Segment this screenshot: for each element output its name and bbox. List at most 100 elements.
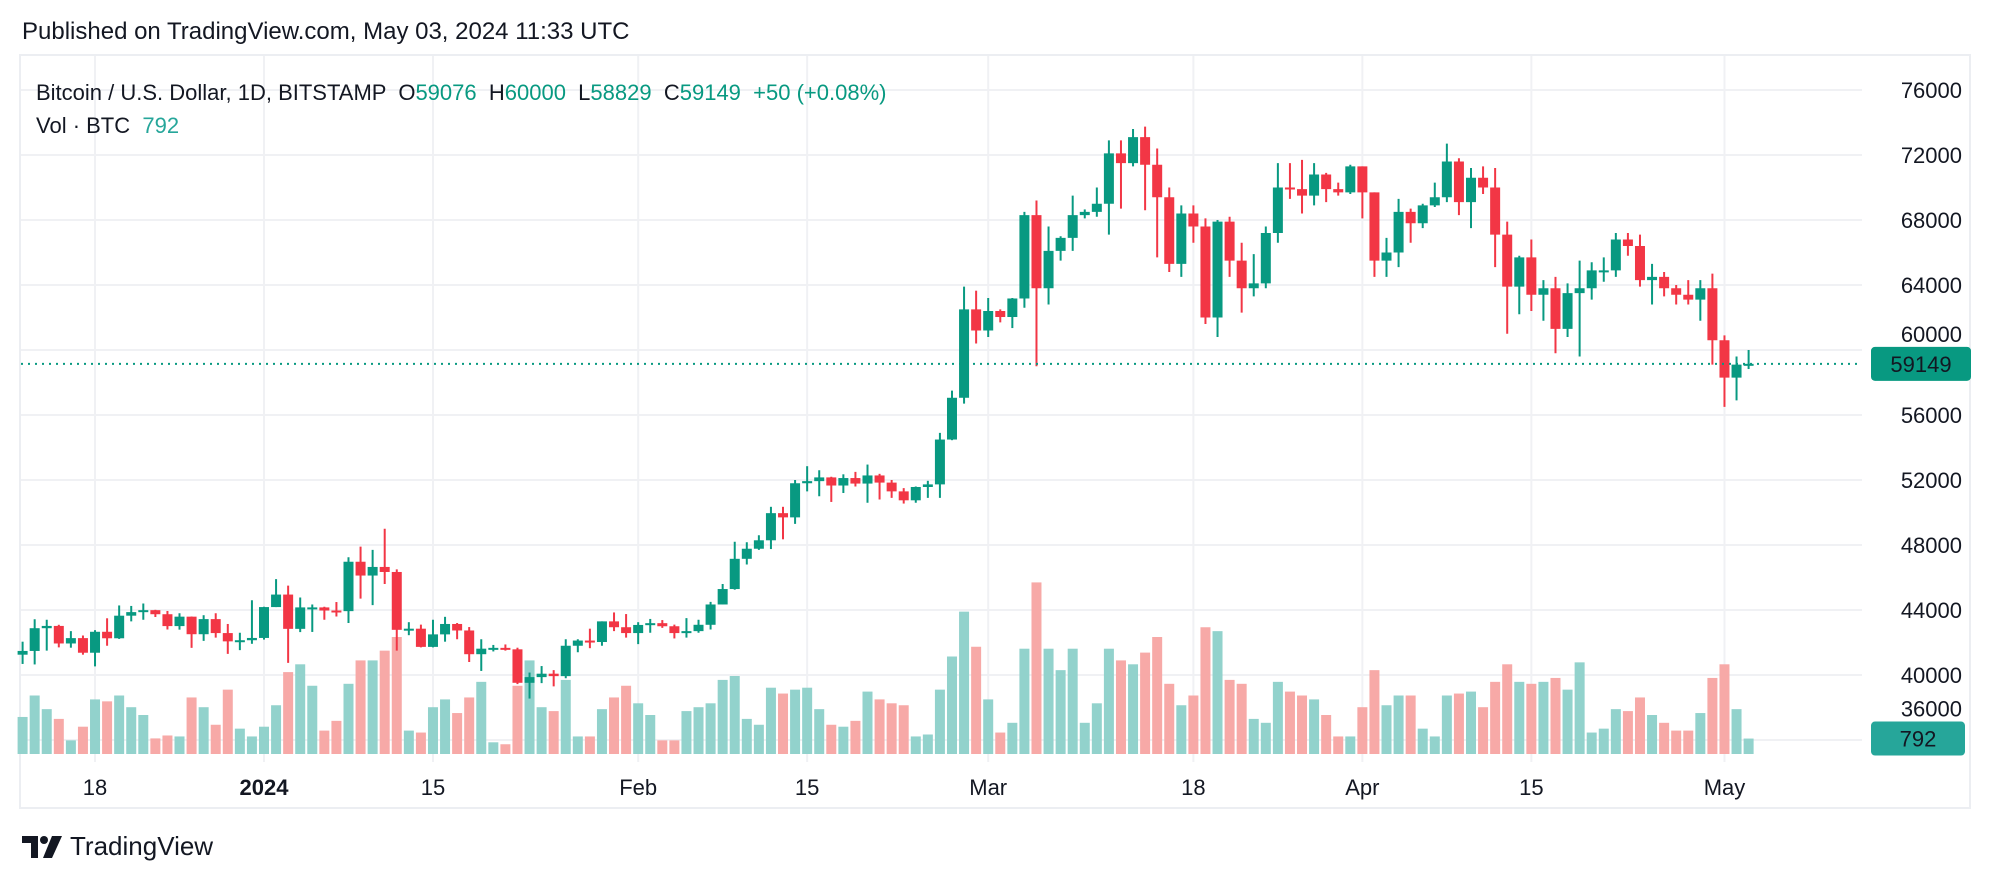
candle-body — [1079, 211, 1090, 216]
candle-body — [1176, 213, 1187, 264]
candle-body — [1140, 137, 1151, 165]
candle-body — [1043, 250, 1054, 289]
time-tick-label: 18 — [1181, 775, 1205, 800]
candle-body — [234, 640, 245, 643]
volume-bar — [464, 697, 475, 754]
time-tick-label: Apr — [1345, 775, 1379, 800]
volume-bar — [1369, 670, 1380, 754]
candle-body — [1478, 177, 1489, 188]
candle-body — [319, 607, 330, 611]
volume-bar — [959, 611, 970, 754]
volume-bar — [1055, 670, 1066, 754]
volume-bar — [790, 689, 801, 754]
candle-body — [343, 561, 354, 612]
last-price-badge — [1871, 346, 1971, 381]
volume-bar — [995, 732, 1006, 754]
volume-bar — [524, 660, 535, 754]
tradingview-logo-icon — [22, 835, 62, 858]
candle-body — [1103, 153, 1114, 204]
close-label: C — [663, 80, 680, 105]
volume-bar — [693, 707, 704, 754]
candle-body — [114, 615, 125, 639]
candle-body — [1731, 364, 1742, 378]
candle-body — [1309, 174, 1320, 196]
candle-body — [584, 640, 595, 643]
candle-body — [1224, 221, 1235, 261]
volume-bar — [295, 664, 306, 754]
candle-body — [645, 623, 656, 626]
volume-title[interactable]: Vol · BTC — [36, 113, 131, 138]
candle-body — [210, 619, 221, 634]
candle-body — [1647, 276, 1658, 281]
candle-body — [1164, 197, 1175, 264]
candle-body — [778, 513, 789, 518]
volume-bar — [174, 736, 185, 754]
candle-body — [1128, 137, 1139, 164]
candle-body — [1634, 246, 1645, 281]
candle-body — [1466, 177, 1476, 203]
volume-bar — [1248, 718, 1259, 754]
candle-body — [367, 566, 378, 576]
candle-body — [246, 637, 257, 641]
volume-bar — [1236, 683, 1247, 754]
time-tick-label: 15 — [421, 775, 445, 800]
tradingview-logo[interactable]: TradingView — [22, 831, 213, 862]
candle-body — [1091, 203, 1102, 212]
volume-bar — [705, 703, 716, 754]
price-tick-label: 56000 — [1901, 403, 1962, 428]
time-tick-label: 18 — [83, 775, 107, 800]
candle-body — [1236, 260, 1247, 289]
volume-bar — [476, 681, 487, 754]
volume-bar — [1381, 705, 1392, 754]
time-tick-label: 15 — [1519, 775, 1543, 800]
volume-bar — [946, 656, 957, 754]
candle-body — [1019, 215, 1030, 299]
candle-body — [1441, 161, 1452, 198]
candle-body — [705, 604, 716, 625]
volume-bar — [126, 707, 137, 754]
time-tick-label: Mar — [969, 775, 1007, 800]
volume-bar — [162, 735, 173, 754]
candle-body — [609, 621, 620, 628]
close-value: 59149 — [679, 80, 741, 105]
volume-bar — [307, 685, 318, 754]
volume-bar — [1007, 722, 1018, 754]
volume-bar — [391, 637, 402, 754]
volume-bar — [1345, 736, 1356, 754]
candle-body — [971, 309, 982, 331]
last-value-markers: 59149 792 — [21, 346, 1971, 756]
volume-bar — [971, 646, 982, 754]
volume-bar — [584, 736, 595, 754]
volume-bar — [379, 650, 390, 754]
volume-bar — [186, 697, 197, 754]
volume-bar — [1260, 722, 1271, 754]
volume-bar — [910, 736, 921, 754]
candle-body — [1719, 340, 1730, 378]
volume-bar — [1719, 664, 1730, 754]
candle-body — [1055, 237, 1066, 251]
chart-legend: Bitcoin / U.S. Dollar, 1D, BITSTAMP O590… — [36, 76, 886, 142]
candle-body — [1538, 288, 1549, 295]
candle-body — [403, 628, 414, 631]
volume-bar — [898, 705, 909, 754]
candle-body — [126, 612, 137, 616]
volume-bar — [1707, 677, 1718, 754]
volume-bar — [729, 676, 740, 754]
volume-bar — [862, 691, 873, 754]
volume-bar — [222, 689, 233, 754]
candle-body — [295, 607, 306, 629]
volume-bar — [234, 728, 245, 754]
candle-body — [657, 623, 668, 627]
volume-bar — [319, 730, 330, 754]
candle-body — [53, 625, 64, 644]
grid-lines — [21, 56, 1862, 762]
volume-bar — [512, 685, 523, 754]
symbol-title[interactable]: Bitcoin / U.S. Dollar, 1D, BITSTAMP — [36, 80, 387, 105]
candle-body — [1345, 166, 1356, 193]
price-tick-label: 60000 — [1901, 322, 1962, 347]
volume-bar — [1647, 715, 1658, 754]
candle-body — [790, 483, 801, 518]
volume-bar — [427, 707, 438, 754]
candle-body — [862, 475, 873, 484]
